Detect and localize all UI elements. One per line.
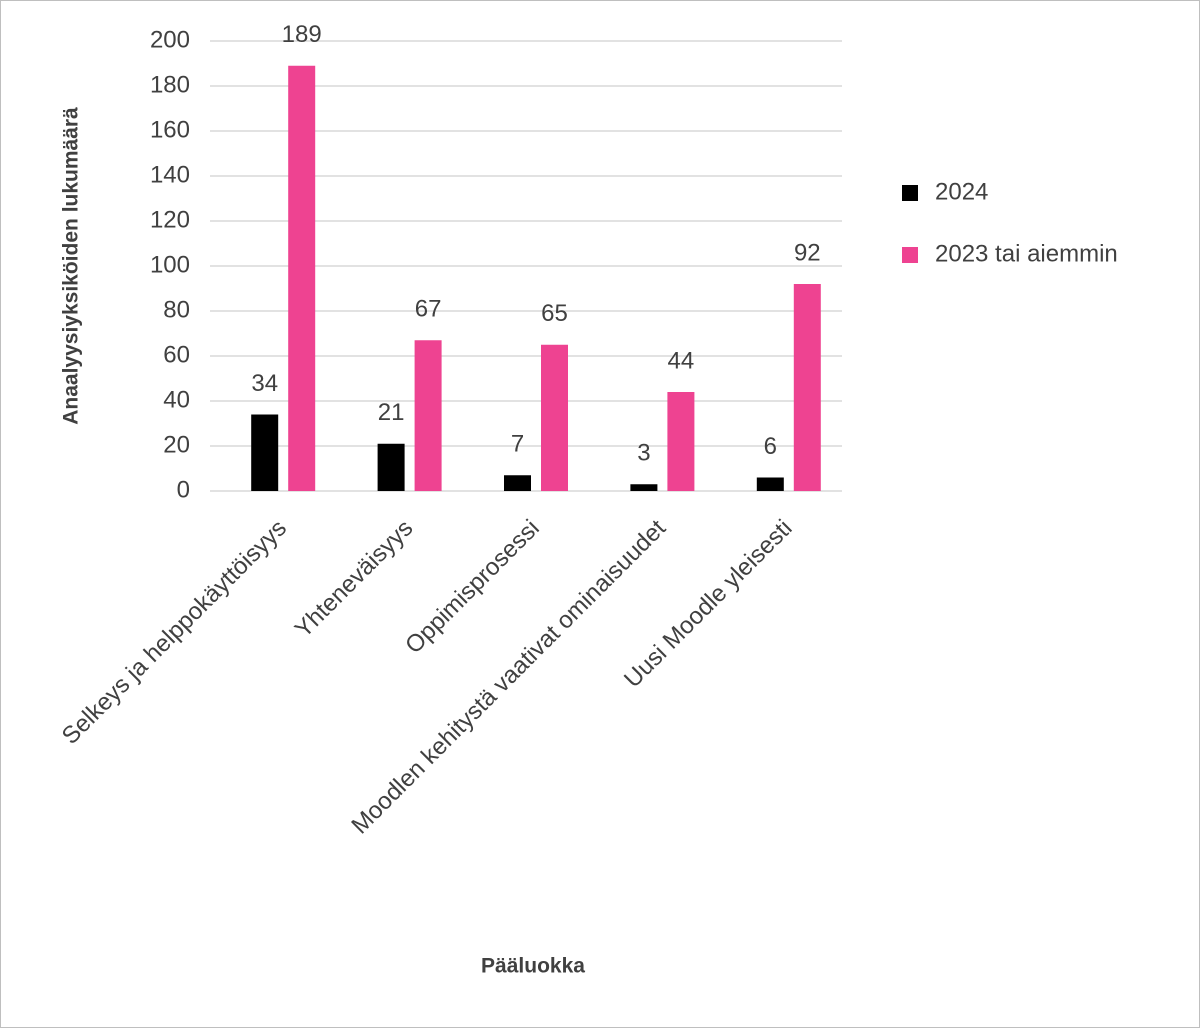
legend-swatch: [902, 185, 918, 201]
value-label: 67: [415, 296, 442, 323]
value-label: 92: [794, 239, 821, 266]
y-tick-label: 80: [163, 296, 190, 323]
value-label: 189: [282, 21, 322, 48]
y-tick-label: 200: [150, 26, 190, 53]
legend-swatch: [902, 247, 918, 263]
y-tick-label: 180: [150, 71, 190, 98]
y-tick-label: 20: [163, 431, 190, 458]
y-tick-label: 160: [150, 116, 190, 143]
value-label: 21: [378, 399, 405, 426]
x-axis-title: Pääluokka: [481, 955, 585, 978]
bar: [251, 414, 279, 491]
value-label: 34: [251, 370, 278, 397]
value-label: 65: [541, 300, 568, 327]
bar: [793, 284, 821, 491]
bar: [414, 340, 442, 491]
value-label: 44: [668, 347, 695, 374]
y-axis-title: Anaalyysiyksiköiden lukumäärä: [60, 107, 83, 425]
value-label: 6: [764, 433, 777, 460]
y-tick-label: 0: [177, 476, 190, 503]
value-label: 3: [637, 440, 650, 467]
bar: [630, 484, 658, 491]
bar: [541, 344, 568, 491]
y-tick-label: 140: [150, 161, 190, 188]
y-tick-label: 60: [163, 341, 190, 368]
bar: [667, 392, 695, 491]
bar: [377, 443, 405, 491]
bar: [504, 475, 531, 491]
legend-label: 2023 tai aiemmin: [935, 240, 1118, 267]
value-label: 7: [511, 431, 524, 458]
y-tick-label: 40: [163, 386, 190, 413]
y-tick-label: 100: [150, 251, 190, 278]
y-tick-label: 120: [150, 206, 190, 233]
legend-label: 2024: [935, 178, 988, 205]
bar: [756, 477, 784, 491]
bar: [288, 65, 316, 491]
